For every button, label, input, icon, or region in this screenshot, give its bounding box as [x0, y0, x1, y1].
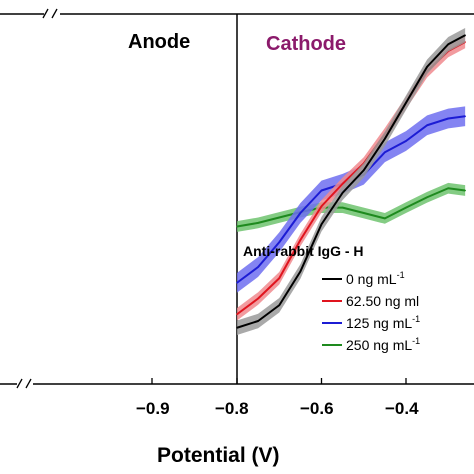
series-point [299, 212, 302, 214]
series-point [278, 241, 281, 244]
series-point [257, 320, 259, 322]
series-point [384, 137, 386, 140]
legend-entry-label: 0 ng mL-1 [346, 270, 405, 287]
series-point [257, 297, 259, 300]
x-tick-label: −0.8 [215, 399, 249, 418]
series-layer [236, 28, 466, 335]
series-point [341, 206, 344, 209]
series-point [278, 277, 281, 280]
series-point [299, 239, 302, 241]
x-tick-label: −0.6 [300, 399, 334, 418]
series-point [384, 217, 386, 220]
legend-entry-label: 62.50 ng ml [346, 293, 419, 309]
axis-break-top [42, 8, 58, 19]
legend-entry-superscript: -1 [412, 314, 420, 324]
series-point [426, 196, 428, 199]
region-label-cathode: Cathode [266, 33, 346, 55]
series-point [278, 216, 281, 219]
legend-entry-label: 125 ng mL-1 [346, 314, 420, 331]
series-point [362, 169, 365, 172]
series-point [362, 212, 365, 214]
axis-break-bottom [16, 378, 32, 389]
series-point [464, 34, 466, 37]
series-band [237, 28, 466, 335]
series-point [320, 223, 323, 226]
series-point [236, 281, 238, 284]
x-axis-title: Potential (V) [157, 444, 280, 467]
series-point [405, 140, 407, 142]
series-point [320, 189, 323, 192]
series-point [278, 304, 281, 307]
region-label-anode: Anode [128, 31, 190, 53]
series-point [405, 101, 407, 104]
legend-entries: 0 ng mL-1 62.50 ng ml 125 ng mL-1 250 ng mL… [322, 270, 420, 353]
series-point [464, 115, 466, 118]
legend-title: Anti-rabbit IgG - H [243, 243, 364, 259]
series-point [464, 189, 466, 192]
series-point [236, 326, 238, 329]
series-point [257, 222, 259, 224]
x-tick-layer [151, 378, 407, 384]
series-point [257, 266, 259, 268]
x-tick-label: −0.9 [136, 399, 170, 418]
series-point [341, 191, 344, 194]
series-point [320, 205, 323, 208]
series-line [236, 34, 466, 329]
series-band [237, 106, 466, 293]
series-point [447, 117, 450, 120]
series-point [447, 43, 450, 46]
series-point [236, 225, 238, 228]
legend: Anti-rabbit IgG - H 0 ng mL-1 62.50 ng ml… [243, 243, 420, 353]
series-point [341, 182, 344, 185]
series-point [405, 206, 407, 209]
legend-entry-superscript: -1 [397, 270, 405, 280]
series-point [299, 270, 302, 273]
series-point [426, 124, 428, 127]
series-point [236, 313, 238, 316]
series-point [384, 151, 386, 154]
legend-entry-label: 250 ng mL-1 [346, 336, 420, 353]
series-line [236, 187, 466, 228]
series-point [426, 65, 428, 68]
x-tick-label: −0.4 [385, 399, 419, 418]
series-point [447, 187, 450, 190]
series-band [237, 182, 466, 232]
legend-entry-superscript: -1 [412, 336, 420, 346]
